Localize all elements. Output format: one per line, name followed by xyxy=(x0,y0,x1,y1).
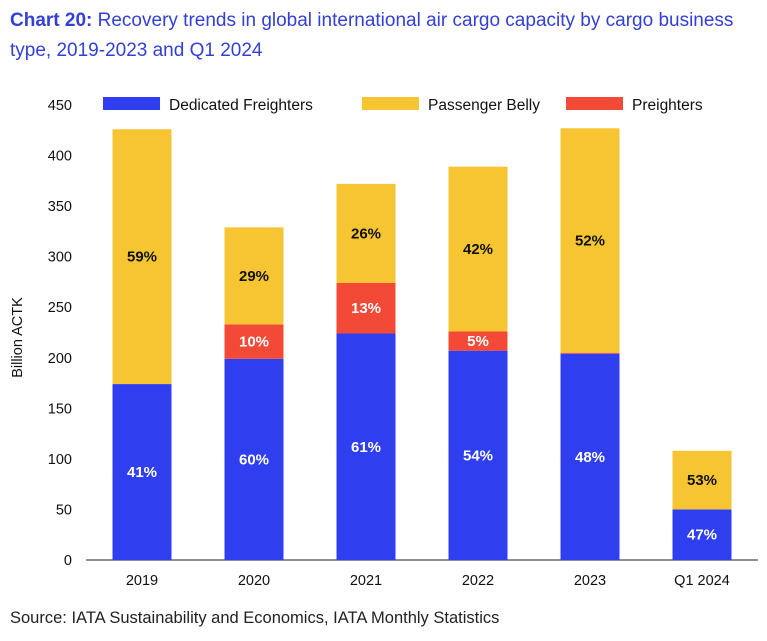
data-label: 60% xyxy=(239,451,269,468)
bar-segment xyxy=(336,333,396,560)
legend-label: Preighters xyxy=(632,97,703,114)
bar-segment xyxy=(112,129,172,385)
bar-segment xyxy=(224,227,284,325)
data-label: 47% xyxy=(687,527,717,544)
bar-segment xyxy=(336,282,396,334)
bar-segment xyxy=(112,384,172,560)
chart-number: Chart 20: xyxy=(10,10,93,31)
bar-segment xyxy=(336,183,396,283)
legend-swatch xyxy=(566,97,623,110)
bar-segment xyxy=(224,324,284,359)
x-tick-label: 2022 xyxy=(462,573,494,589)
y-tick-label: 100 xyxy=(48,452,72,468)
data-label: 59% xyxy=(127,249,157,266)
data-label: 54% xyxy=(463,447,493,464)
x-tick-label: 2020 xyxy=(238,573,270,589)
x-axis: 2019 2020 2021 2022 2023 Q1 2024 xyxy=(126,573,730,589)
data-label: 52% xyxy=(575,232,605,249)
bar-segment xyxy=(672,450,732,510)
bar-segment xyxy=(448,350,508,560)
y-tick-label: 250 xyxy=(48,300,72,316)
y-tick-label: 0 xyxy=(64,553,72,569)
x-tick-label: 2019 xyxy=(126,573,158,589)
data-label: 48% xyxy=(575,449,605,466)
chart-title: Chart 20: Recovery trends in global inte… xyxy=(10,6,750,66)
y-tick-label: 400 xyxy=(48,149,72,165)
bar-segment xyxy=(448,166,508,332)
legend-label: Dedicated Freighters xyxy=(169,97,313,114)
bar-segment xyxy=(448,331,508,351)
y-tick-label: 200 xyxy=(48,351,72,367)
y-tick-label: 350 xyxy=(48,199,72,215)
data-label: 42% xyxy=(463,241,493,258)
bars: 41% 59% 60% 10% 29% 61% 13% 26% 54% 5% 42% 48% 52% 47… xyxy=(112,128,732,560)
data-label: 61% xyxy=(351,439,381,456)
y-tick-label: 300 xyxy=(48,250,72,266)
bar-segment xyxy=(560,128,620,353)
legend-swatch xyxy=(103,97,160,110)
data-label: 53% xyxy=(687,472,717,489)
y-tick-label: 150 xyxy=(48,401,72,417)
y-tick-label: 450 xyxy=(48,98,72,114)
data-label: 29% xyxy=(239,268,269,285)
x-tick-label: Q1 2024 xyxy=(674,573,730,589)
bar-segment xyxy=(224,358,284,560)
x-tick-label: 2023 xyxy=(574,573,606,589)
legend: Dedicated Freighters Passenger Belly Preig… xyxy=(103,97,703,114)
y-axis-title: Billion ACTK xyxy=(10,297,26,378)
x-tick-label: 2021 xyxy=(350,573,382,589)
chart-title-text: Recovery trends in global international … xyxy=(10,10,734,61)
stacked-bar-chart: Dedicated Freighters Passenger Belly Preig… xyxy=(10,97,758,589)
bar-segment xyxy=(560,352,620,354)
bar-segment xyxy=(672,509,732,560)
data-label: 5% xyxy=(467,333,489,350)
y-tick-label: 50 xyxy=(56,502,72,518)
legend-swatch xyxy=(362,97,419,110)
source-note: Source: IATA Sustainability and Economic… xyxy=(10,609,500,627)
bar-segment xyxy=(560,353,620,560)
legend-label: Passenger Belly xyxy=(428,97,540,114)
y-axis: 0 50 100 150 200 250 300 350 400 450 Billion ACTK xyxy=(10,98,758,569)
data-label: 10% xyxy=(239,334,269,351)
data-label: 26% xyxy=(351,225,381,242)
data-label: 41% xyxy=(127,464,157,481)
data-label: 13% xyxy=(351,300,381,317)
